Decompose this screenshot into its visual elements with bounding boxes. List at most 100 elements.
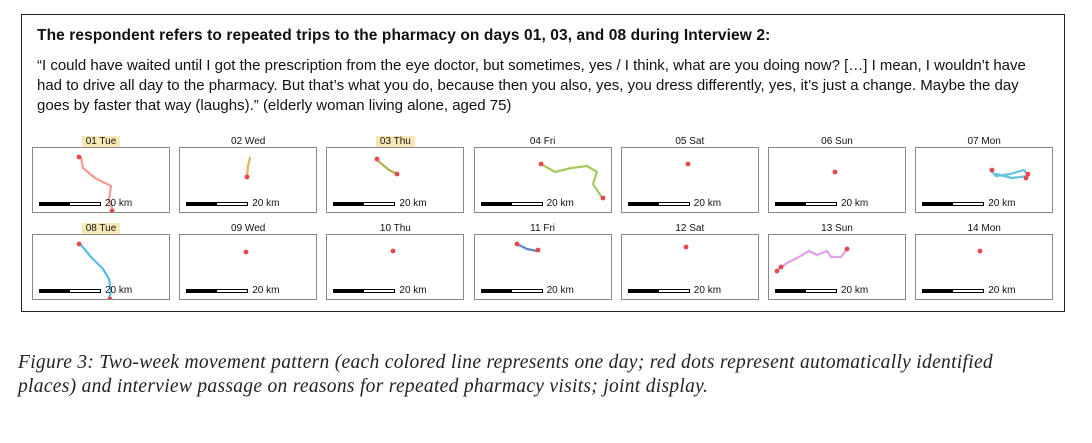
movement-trace-svg xyxy=(243,249,249,255)
day-label-text: 03 Thu xyxy=(375,136,415,147)
place-dot xyxy=(76,154,82,160)
scale-bar-fill xyxy=(776,203,806,205)
place-dot xyxy=(685,161,691,167)
movement-trace-svg xyxy=(390,248,396,254)
scale-label: 20 km xyxy=(546,198,574,209)
movement-trace-svg xyxy=(76,241,113,299)
day-map-panel: 20 km xyxy=(32,147,170,213)
day-map-panel: 20 km xyxy=(915,234,1054,300)
place-dot xyxy=(394,171,400,177)
day-label-text: 09 Wed xyxy=(231,223,266,234)
scale-label: 20 km xyxy=(399,285,427,296)
place-dot xyxy=(243,249,249,255)
scale-bar-fill xyxy=(776,290,806,292)
scale-label: 20 km xyxy=(841,198,869,209)
scale-label: 20 km xyxy=(988,285,1016,296)
day-map-panel: 20 km xyxy=(620,147,759,213)
scale-bar xyxy=(39,202,101,206)
scale-bar xyxy=(775,202,837,206)
place-dot xyxy=(1023,175,1029,181)
movement-line xyxy=(989,168,1030,180)
scale-bar xyxy=(333,202,396,206)
movement-line xyxy=(246,156,252,178)
scale-label: 20 km xyxy=(252,198,280,209)
place-dot xyxy=(538,161,543,167)
day-label: 04 Fri xyxy=(474,136,612,148)
place-dot xyxy=(774,268,780,274)
day-label-text: 01 Tue xyxy=(81,136,121,147)
movement-line xyxy=(777,247,849,271)
day-label: 02 Wed xyxy=(179,136,317,148)
movement-trace-svg xyxy=(683,244,689,250)
place-dot xyxy=(390,248,396,254)
day-label-text: 10 Thu xyxy=(379,223,411,234)
scale-label: 20 km xyxy=(399,198,427,209)
scale-label: 20 km xyxy=(546,285,574,296)
movement-trace-svg xyxy=(989,167,1031,181)
day-label: 08 Tue xyxy=(32,223,170,235)
place-dot xyxy=(109,208,115,212)
day-map-panel: 20 km xyxy=(768,147,906,213)
scale-bar-fill xyxy=(40,203,70,205)
day-label-text: 05 Sat xyxy=(675,136,705,147)
day-label: 01 Tue xyxy=(32,136,170,148)
movement-trace-svg xyxy=(514,241,540,253)
day-label: 13 Sun xyxy=(768,223,906,235)
scale-bar xyxy=(480,289,543,293)
day-label-text: 06 Sun xyxy=(821,136,853,147)
movement-line xyxy=(376,158,399,176)
place-dot xyxy=(844,246,850,252)
scale-label: 20 km xyxy=(252,285,280,296)
movement-trace-svg xyxy=(685,161,691,167)
place-dot xyxy=(832,169,838,175)
scale-bar xyxy=(186,289,249,293)
scale-bar xyxy=(775,289,837,293)
scale-label: 20 km xyxy=(841,285,869,296)
day-label: 09 Wed xyxy=(179,223,317,235)
day-label-text: 08 Tue xyxy=(81,223,121,234)
movement-trace-svg xyxy=(244,156,252,180)
day-label: 06 Sun xyxy=(768,136,906,148)
place-dot xyxy=(244,174,250,180)
day-map-panel: 20 km xyxy=(179,147,318,213)
day-map-panel: 20 km xyxy=(620,234,759,300)
day-label: 11 Fri xyxy=(474,223,612,235)
day-label: 07 Mon xyxy=(915,136,1053,148)
place-dot xyxy=(514,241,519,247)
scale-bar-fill xyxy=(628,290,659,292)
scale-bar-fill xyxy=(334,203,365,205)
scale-bar xyxy=(39,289,101,293)
scale-label: 20 km xyxy=(988,198,1016,209)
day-label-text: 11 Fri xyxy=(530,223,555,234)
scale-bar-fill xyxy=(923,290,954,292)
figure-caption: Figure 3: Two-week movement pattern (eac… xyxy=(18,352,993,397)
day-map-panel: 20 km xyxy=(915,147,1054,213)
place-dot xyxy=(778,264,784,270)
day-label-text: 02 Wed xyxy=(231,136,266,147)
joint-display-box: The respondent refers to repeated trips … xyxy=(21,14,1065,312)
place-dot xyxy=(683,244,689,250)
day-label-text: 04 Fri xyxy=(529,136,556,147)
day-label: 03 Thu xyxy=(326,136,464,148)
movement-line xyxy=(79,243,113,299)
day-label: 05 Sat xyxy=(621,136,759,148)
movement-trace-svg xyxy=(374,156,400,177)
day-label-text: 12 Sat xyxy=(675,223,705,234)
scale-bar xyxy=(333,289,396,293)
passage-heading: The respondent refers to repeated trips … xyxy=(37,27,771,44)
movement-trace-svg xyxy=(977,248,983,254)
scale-bar-fill xyxy=(40,290,70,292)
scale-bar xyxy=(186,202,249,206)
movement-trace-svg xyxy=(538,161,605,201)
scale-bar-fill xyxy=(334,290,365,292)
day-map-panel: 20 km xyxy=(473,234,612,300)
day-label-text: 07 Mon xyxy=(967,136,1001,147)
scale-bar xyxy=(627,289,690,293)
place-dot xyxy=(374,156,380,162)
day-map-panel: 20 km xyxy=(768,234,906,300)
day-label-text: 14 Mon xyxy=(967,223,1001,234)
scale-bar-fill xyxy=(187,203,218,205)
day-label: 10 Thu xyxy=(326,223,464,235)
movement-line xyxy=(539,162,602,198)
interview-quote: “I could have waited until I got the pre… xyxy=(37,57,1026,114)
